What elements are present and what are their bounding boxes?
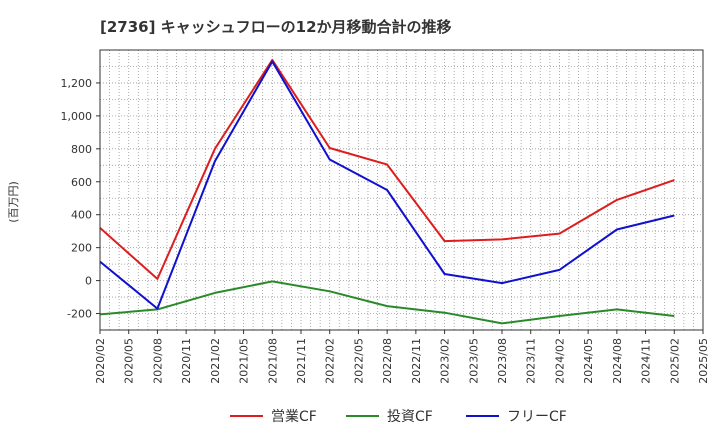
x-tick-label: 2021/02 (209, 338, 222, 384)
x-tick-label: 2021/05 (238, 338, 251, 384)
x-tick-label: 2022/08 (381, 338, 394, 384)
x-tick-label: 2024/08 (611, 338, 624, 384)
x-tick-label: 2024/11 (640, 338, 653, 384)
x-tick-label: 2024/05 (582, 338, 595, 384)
chart-title: [2736] キャッシュフローの12か月移動合計の推移 (100, 18, 452, 36)
x-tick-label: 2022/02 (324, 338, 337, 384)
series-line-営業CF (99, 58, 675, 280)
legend-label: 投資CF (387, 409, 433, 425)
x-tick-label: 2023/11 (525, 338, 538, 384)
y-tick-label: 800 (71, 143, 92, 156)
x-tick-label: 2023/08 (496, 338, 509, 384)
x-tick-label: 2023/02 (439, 338, 452, 384)
x-tick-label: 2022/05 (352, 338, 365, 384)
x-tick-label: 2025/05 (697, 338, 710, 384)
x-tick-label: 2020/05 (123, 338, 136, 384)
x-tick-label: 2021/11 (295, 338, 308, 384)
y-axis-label: (百万円) (7, 181, 20, 223)
legend-label: フリーCF (507, 409, 567, 425)
x-tick-label: 2020/11 (180, 338, 193, 384)
y-axis-ticks: -200 0 200 400 600 800 1,000 1,200 (61, 77, 100, 321)
x-tick-label: 2023/05 (467, 338, 480, 384)
y-tick-label: 1,200 (61, 77, 93, 90)
x-tick-label: 2021/08 (266, 338, 279, 384)
series-line-フリーCF (99, 60, 675, 310)
y-tick-label: 0 (85, 275, 92, 288)
series-lines (99, 58, 675, 325)
legend: 営業CF 投資CF フリーCF (230, 409, 567, 425)
x-tick-label: 2020/02 (94, 338, 107, 384)
plot-border (99, 49, 704, 331)
x-tick-label: 2025/02 (668, 338, 681, 384)
x-tick-label: 2020/08 (151, 338, 164, 384)
x-tick-label: 2022/11 (410, 338, 423, 384)
y-tick-label: -200 (67, 308, 92, 321)
series-line-投資CF (99, 280, 675, 325)
y-tick-label: 1,000 (61, 110, 93, 123)
y-tick-label: 200 (71, 242, 92, 255)
legend-label: 営業CF (271, 409, 317, 425)
y-tick-label: 400 (71, 209, 92, 222)
x-tick-label: 2024/02 (553, 338, 566, 384)
x-axis-ticks: 2020/02 2020/05 2020/08 2020/11 2021/02 2021/… (94, 330, 710, 384)
y-tick-label: 600 (71, 176, 92, 189)
plot-area (100, 50, 703, 330)
